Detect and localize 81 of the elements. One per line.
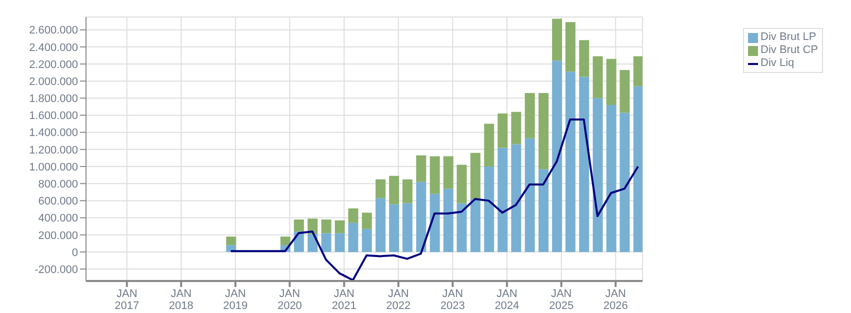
bar xyxy=(620,112,630,252)
bar xyxy=(321,233,332,252)
bar xyxy=(362,212,372,229)
bar xyxy=(416,155,426,182)
y-tick-label: 200.000 xyxy=(38,230,78,242)
bar xyxy=(484,124,494,167)
bar xyxy=(606,105,616,252)
x-tick-label: JAN 2017 xyxy=(114,288,140,312)
y-tick-label: 1.000.000 xyxy=(29,161,78,174)
y-tick-label: 600.000 xyxy=(38,196,78,208)
bar xyxy=(470,198,480,252)
bar xyxy=(633,86,643,252)
x-tick-label: JAN 2019 xyxy=(223,288,248,312)
y-tick-label: 1.200.000 xyxy=(29,144,78,156)
bar xyxy=(524,93,535,138)
x-tick-label: JAN 2021 xyxy=(332,288,356,312)
bar xyxy=(402,179,412,204)
bar xyxy=(376,179,386,198)
bar xyxy=(552,18,562,61)
bar xyxy=(389,204,400,252)
bar xyxy=(511,144,522,252)
bar xyxy=(579,76,590,252)
y-tick-label: 1.400.000 xyxy=(29,127,78,140)
y-tick-label: 2.400.000 xyxy=(29,42,78,54)
y-tick-label: 2.200.000 xyxy=(29,58,78,71)
y-tick-label: 0 xyxy=(72,246,78,259)
y-tick-label: -200.000 xyxy=(34,264,78,276)
bar xyxy=(321,219,332,234)
bar xyxy=(592,98,603,252)
legend-label: Div Brut LP xyxy=(760,31,816,44)
bar xyxy=(552,60,562,252)
legend-label: Div Brut CP xyxy=(760,44,818,57)
bar xyxy=(565,72,576,252)
x-tick-label: JAN 2020 xyxy=(277,288,302,312)
x-tick-label: JAN 2024 xyxy=(494,288,520,312)
bar xyxy=(511,112,522,144)
x-tick-label: JAN 2026 xyxy=(603,288,628,312)
y-tick-label: 800.000 xyxy=(38,178,78,191)
bar xyxy=(430,156,440,194)
bar xyxy=(348,222,358,252)
bar xyxy=(376,198,386,252)
bar xyxy=(308,218,318,234)
x-tick-label: JAN 2025 xyxy=(549,288,574,312)
bar xyxy=(456,164,467,204)
bar xyxy=(416,182,426,252)
bar xyxy=(294,219,304,232)
bar xyxy=(633,56,643,86)
bar xyxy=(484,166,494,252)
bar xyxy=(579,40,590,77)
y-tick-label: 400.000 xyxy=(38,212,78,225)
bar xyxy=(565,22,576,72)
bar xyxy=(226,236,236,246)
bar xyxy=(402,203,412,252)
y-tick-label: 2.000.000 xyxy=(29,76,78,88)
bar xyxy=(538,93,549,170)
bar xyxy=(524,138,535,252)
y-tick-label: 1.600.000 xyxy=(29,110,78,122)
bar xyxy=(443,188,454,252)
bar xyxy=(334,233,345,252)
bar xyxy=(620,70,630,113)
bar xyxy=(470,152,480,199)
y-tick-label: 2.600.000 xyxy=(29,24,78,37)
bar xyxy=(430,194,440,252)
bar xyxy=(498,114,508,148)
bar xyxy=(389,176,400,204)
x-tick-label: JAN 2022 xyxy=(386,288,411,312)
line-series xyxy=(230,118,640,281)
bar xyxy=(443,156,454,189)
bar xyxy=(348,208,358,223)
bar xyxy=(498,148,508,252)
bar xyxy=(456,203,467,252)
bar xyxy=(538,169,549,252)
bar xyxy=(592,56,603,98)
bar xyxy=(280,236,290,246)
bar xyxy=(362,228,372,252)
x-tick-label: JAN 2023 xyxy=(440,288,465,312)
y-tick-label: 1.800.000 xyxy=(29,93,78,106)
bar xyxy=(606,58,616,105)
x-tick-label: JAN 2018 xyxy=(168,288,194,312)
legend-label: Div Liq xyxy=(760,57,794,70)
bar xyxy=(334,220,345,234)
